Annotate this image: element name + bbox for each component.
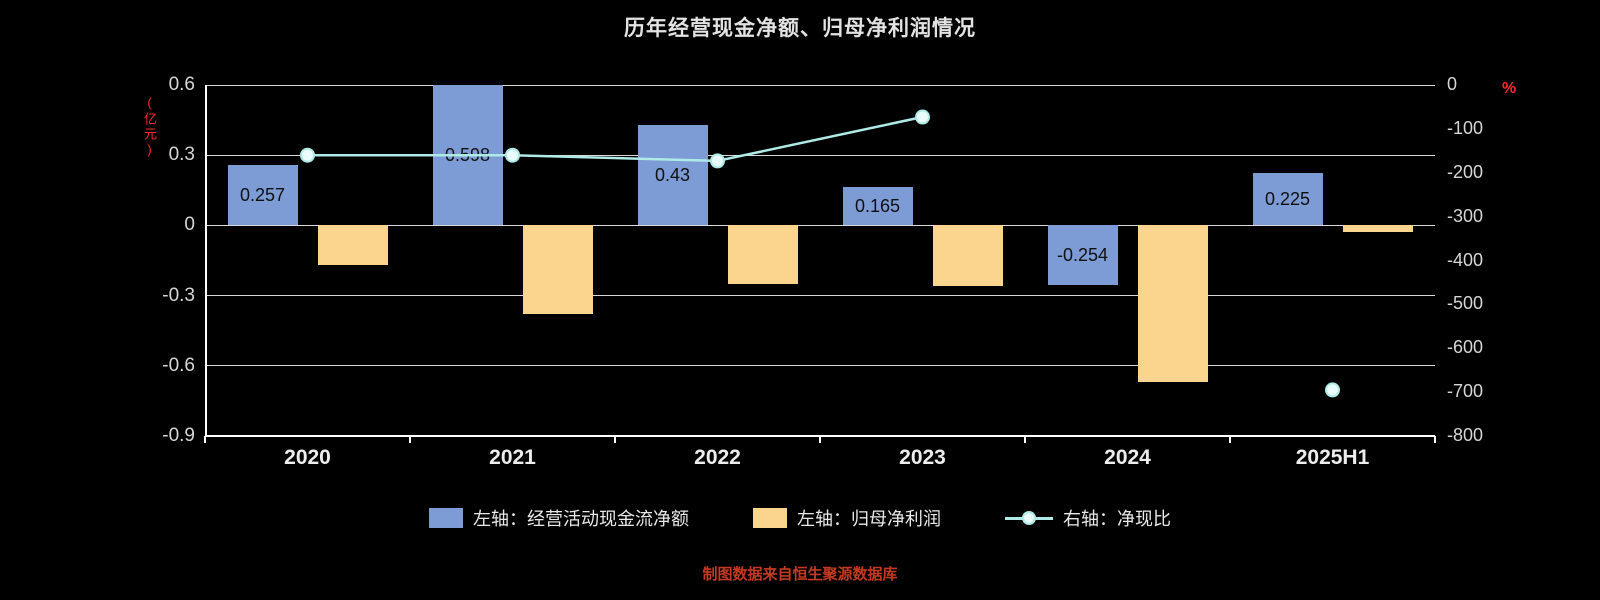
- axis-tick: [204, 436, 206, 443]
- right-axis-tick-label: -400: [1447, 249, 1484, 270]
- legend-label: 左轴：归母净利润: [797, 509, 941, 529]
- bar-netprofit-2023: [932, 225, 1003, 287]
- ratio-point-2021: [505, 147, 520, 163]
- x-axis-label: 2020: [284, 446, 331, 469]
- bar-value-label: 0.257: [239, 184, 286, 205]
- axis-tick: [1024, 436, 1026, 443]
- right-axis-tick-label: -300: [1447, 205, 1484, 226]
- right-axis-tick-label: -600: [1447, 337, 1484, 358]
- ratio-point-2020: [300, 147, 315, 163]
- bar-netprofit-2020: [317, 225, 388, 266]
- bar-netprofit-2021: [522, 225, 593, 315]
- x-axis-label: 2023: [899, 446, 946, 469]
- axis-tick: [409, 436, 411, 443]
- gridline: [205, 365, 1435, 367]
- axis-tick: [1229, 436, 1231, 443]
- bar-value-label: 0.225: [1264, 188, 1311, 209]
- ratio-point-2022: [710, 153, 725, 169]
- left-axis-unit-label: (亿元): [142, 95, 157, 159]
- bar-cashflow-2025H1: 0.225: [1252, 172, 1323, 226]
- plot-area: 0.257 0.598 0.43 0.165 -0.254 0.225: [205, 84, 1435, 437]
- gridline: [205, 295, 1435, 297]
- left-axis-tick-label: -0.9: [162, 425, 195, 446]
- left-axis-tick-label: 0: [184, 214, 195, 236]
- x-axis-label: 2025H1: [1295, 446, 1370, 469]
- axis-tick: [1434, 436, 1436, 443]
- left-axis-tick-label: 0.3: [168, 144, 195, 166]
- bar-netprofit-2025H1: [1342, 225, 1413, 233]
- left-axis-tick-label: -0.6: [162, 354, 195, 376]
- legend-item-operating-cashflow: 左轴：经营活动现金流净额: [429, 505, 689, 531]
- right-axis-unit-label: %: [1502, 80, 1517, 97]
- right-axis-tick-label: -800: [1447, 425, 1484, 445]
- bar-cashflow-2024: -0.254: [1047, 225, 1118, 285]
- left-axis-tick-label: -0.3: [162, 284, 195, 306]
- left-axis-tick-label: 0.6: [168, 74, 195, 95]
- right-axis-tick-label: -200: [1447, 161, 1484, 182]
- ratio-point-2025H1: [1325, 382, 1340, 398]
- legend: 左轴：经营活动现金流净额 左轴：归母净利润 右轴：净现比: [0, 505, 1600, 531]
- x-axis-label: 2021: [489, 446, 536, 469]
- legend-item-net-profit: 左轴：归母净利润: [753, 505, 941, 531]
- bar-value-label: 0.165: [854, 195, 901, 216]
- bar-value-label: -0.254: [1056, 244, 1109, 265]
- right-axis-tick-label: -700: [1447, 381, 1484, 402]
- gridline: [205, 154, 1435, 156]
- cash-ratio-line: [300, 109, 1340, 398]
- blue-bar-swatch-icon: [429, 508, 463, 528]
- bar-cashflow-2023: 0.165: [842, 186, 913, 226]
- gridline: [205, 224, 1435, 226]
- yellow-bar-swatch-icon: [753, 508, 787, 528]
- bar-cashflow-2022: 0.43: [637, 124, 708, 226]
- gridline: [205, 84, 1435, 86]
- x-axis-label: 2022: [694, 446, 741, 469]
- axis-tick: [819, 436, 821, 443]
- right-axis-tick-label: -100: [1447, 117, 1484, 138]
- line-marker-icon: [1005, 508, 1053, 528]
- legend-label: 右轴：净现比: [1063, 509, 1171, 529]
- legend-item-cash-ratio: 右轴：净现比: [1005, 505, 1171, 531]
- ratio-point-2023: [915, 109, 930, 125]
- chart-title: 历年经营现金净额、归母净利润情况: [624, 17, 976, 40]
- line-segment: [307, 115, 923, 163]
- legend-label: 左轴：经营活动现金流净额: [473, 509, 689, 529]
- bar-netprofit-2022: [727, 225, 798, 284]
- x-axis-label: 2024: [1104, 446, 1151, 469]
- bar-cashflow-2020: 0.257: [227, 165, 298, 226]
- left-axis-line: [205, 85, 207, 436]
- right-axis-tick-label: 0: [1447, 74, 1458, 94]
- data-source-note: 制图数据来自恒生聚源数据库: [702, 566, 898, 583]
- bar-netprofit-2024: [1137, 225, 1208, 383]
- axis-tick: [614, 436, 616, 443]
- bar-value-label: 0.43: [654, 164, 691, 185]
- right-axis-tick-label: -500: [1447, 293, 1484, 314]
